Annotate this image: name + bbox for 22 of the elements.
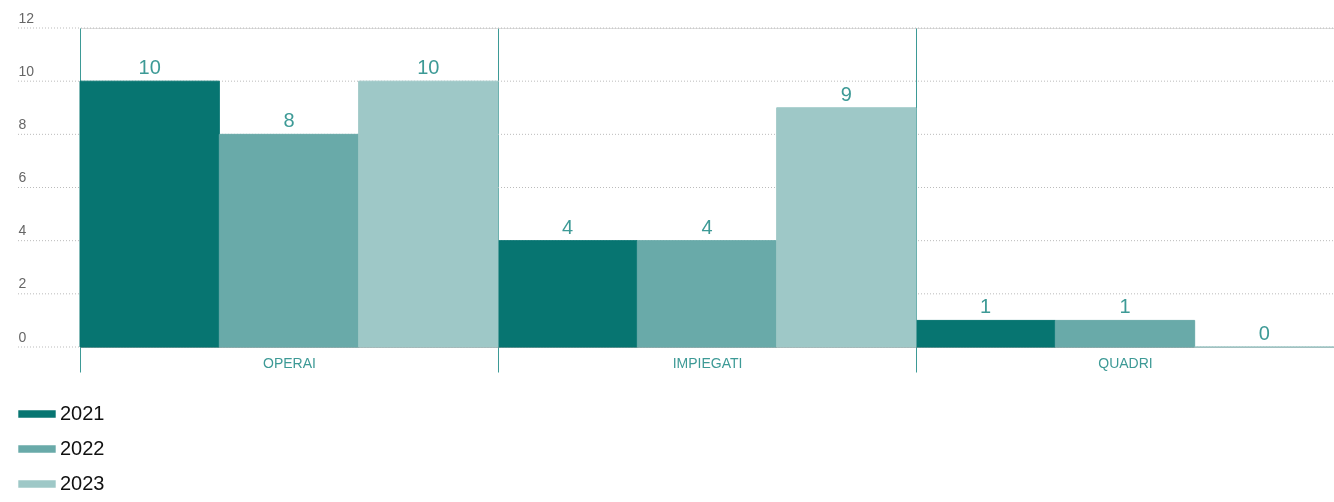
y-tick-label: 8 — [18, 115, 27, 132]
y-tick-label: 12 — [18, 9, 35, 26]
data-label: 1 — [1119, 295, 1131, 318]
legend-label: 2022 — [60, 437, 105, 459]
data-label: 10 — [417, 56, 440, 79]
x-tick-label: OPERAI — [263, 354, 316, 371]
data-label: 1 — [980, 295, 992, 318]
data-label: 8 — [283, 109, 295, 132]
data-label: 10 — [138, 56, 161, 79]
x-tick-label: IMPIEGATI — [672, 354, 743, 371]
y-tick-label: 10 — [18, 62, 35, 79]
x-tick-label: QUADRI — [1098, 354, 1153, 371]
data-label: 0 — [1258, 322, 1270, 344]
y-tick-label: 4 — [18, 222, 27, 239]
data-label: 4 — [562, 215, 574, 238]
y-tick-label: 6 — [18, 169, 27, 185]
y-tick-label: 0 — [18, 328, 27, 345]
legend-label: 2023 — [60, 472, 105, 494]
y-tick-label: 2 — [18, 275, 27, 292]
legend-label: 2021 — [60, 402, 105, 424]
data-label: 4 — [701, 215, 713, 238]
data-label: 9 — [840, 82, 852, 105]
